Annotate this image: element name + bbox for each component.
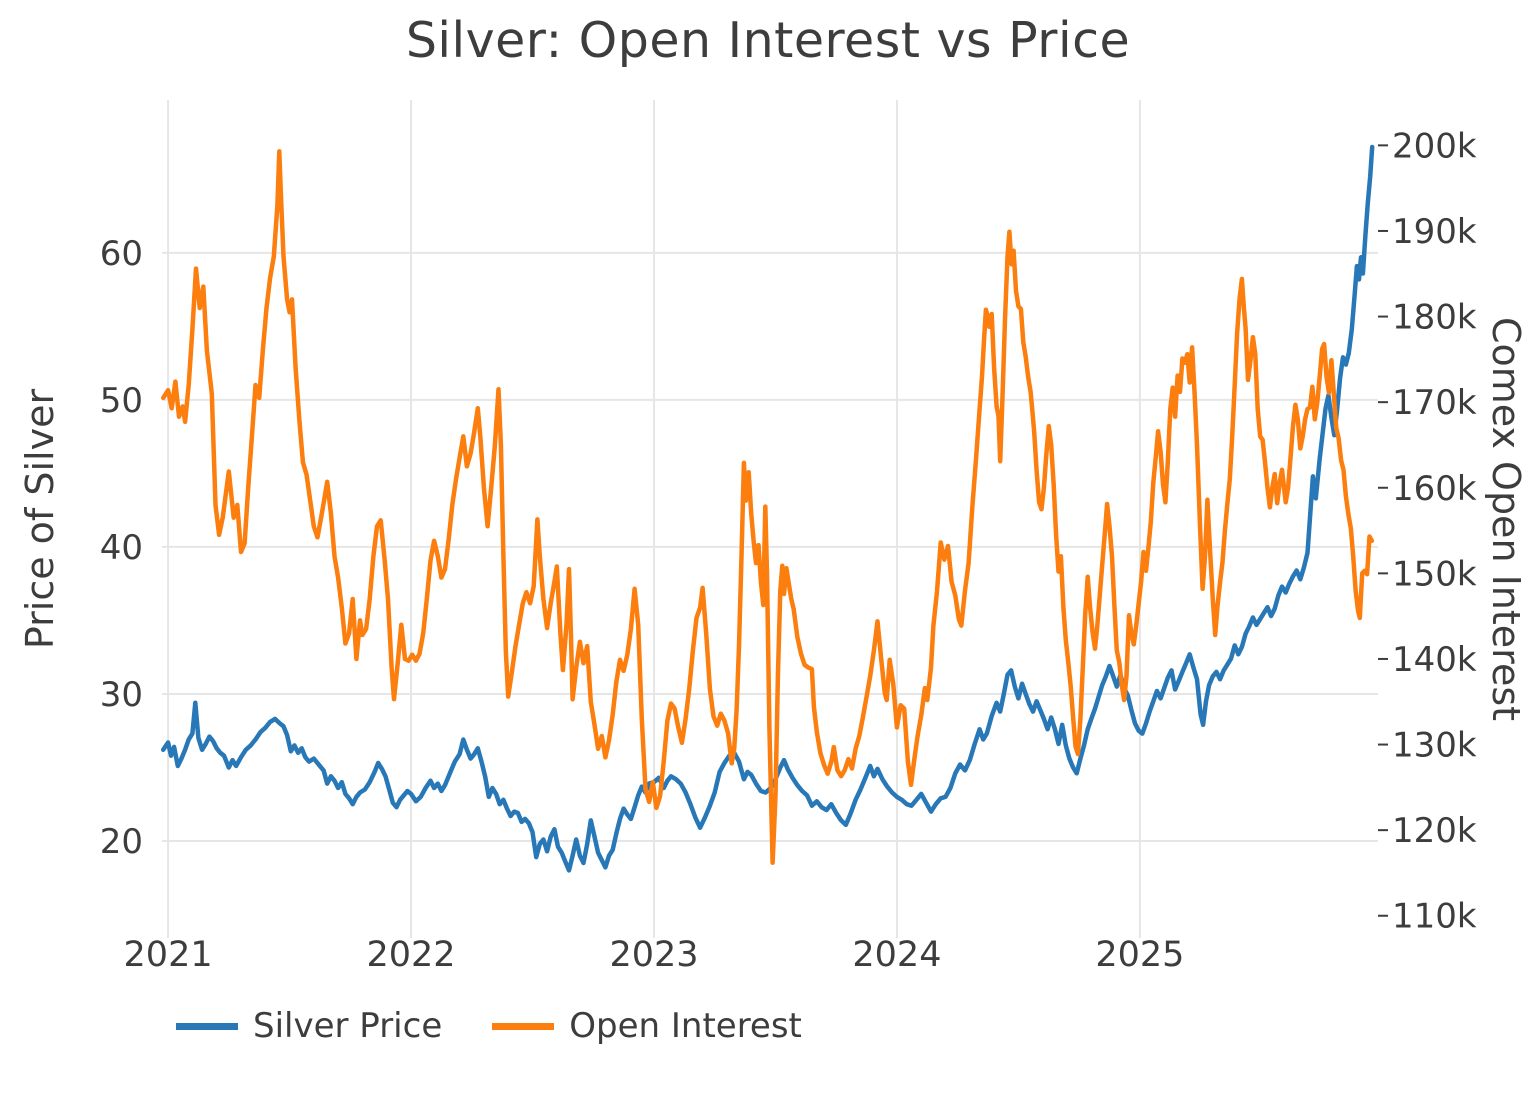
chart-title: Silver: Open Interest vs Price [405,12,1131,69]
y-right-tick-label: 170k [1392,383,1477,423]
y-right-tick-label: 200k [1392,126,1477,166]
y-left-tick-label: 30 [100,675,143,715]
x-tick-label: 2024 [852,935,941,975]
y-right-tick-label: 190k [1392,212,1477,252]
y-left-tick-label: 20 [100,822,143,862]
x-tick-label: 2021 [124,935,213,975]
legend-item-open-interest[interactable]: Open Interest [492,1006,802,1046]
y-right-tick-label: 120k [1392,811,1477,851]
legend-swatch-open-interest [492,1022,555,1030]
y-right-tick-label: 130k [1392,726,1477,766]
series-line-open-interest[interactable] [160,149,1375,865]
x-tick-label: 2022 [366,935,455,975]
x-tick-label: 2023 [609,935,698,975]
y-right-tick-label: 160k [1392,469,1477,509]
legend-item-silver-price[interactable]: Silver Price [176,1006,442,1046]
y-right-tick-label: 110k [1392,897,1477,937]
legend-label-silver-price: Silver Price [253,1006,443,1046]
y-right-tick-label: 150k [1392,554,1477,594]
y-left-tick-label: 50 [100,381,143,421]
y-right-tick-label: 140k [1392,640,1477,680]
legend-label-open-interest: Open Interest [569,1006,802,1046]
series-line-silver-price[interactable] [160,144,1375,873]
legend: Silver Price Open Interest [176,1006,802,1046]
y-left-tick-label: 40 [100,528,143,568]
x-tick-label: 2025 [1095,935,1184,975]
y-right-tick-label: 180k [1392,298,1477,338]
legend-swatch-silver-price [176,1022,238,1030]
y-left-tick-label: 60 [100,234,143,274]
